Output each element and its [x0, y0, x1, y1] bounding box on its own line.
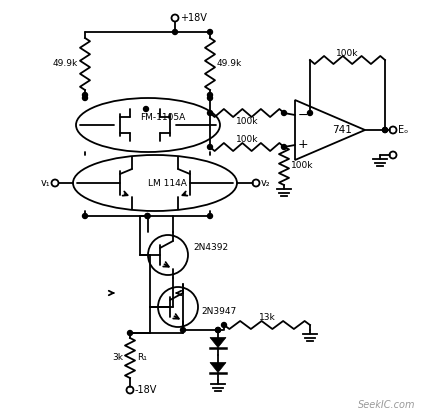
- Text: +18V: +18V: [180, 13, 207, 23]
- Text: 3k: 3k: [112, 354, 123, 362]
- Polygon shape: [210, 337, 226, 347]
- Text: R₁: R₁: [137, 354, 147, 362]
- Circle shape: [83, 95, 88, 100]
- Circle shape: [207, 145, 213, 150]
- Circle shape: [308, 110, 312, 115]
- Text: 49.9k: 49.9k: [53, 59, 78, 69]
- Text: 100k: 100k: [236, 135, 258, 145]
- Circle shape: [282, 145, 286, 150]
- Circle shape: [207, 30, 213, 35]
- Text: v₂: v₂: [261, 178, 270, 188]
- Circle shape: [216, 327, 220, 332]
- Text: −: −: [298, 109, 308, 122]
- Text: LM 114A: LM 114A: [148, 178, 187, 188]
- Circle shape: [207, 214, 213, 219]
- Circle shape: [83, 214, 88, 219]
- Text: 2N3947: 2N3947: [201, 308, 236, 316]
- Text: 49.9k: 49.9k: [217, 59, 242, 69]
- Circle shape: [382, 127, 388, 133]
- Circle shape: [207, 92, 213, 97]
- Circle shape: [143, 107, 149, 112]
- Circle shape: [216, 327, 220, 332]
- Circle shape: [127, 331, 133, 336]
- Text: 2N4392: 2N4392: [193, 242, 228, 252]
- Text: Eₒ: Eₒ: [398, 125, 408, 135]
- Circle shape: [145, 214, 150, 219]
- Circle shape: [207, 95, 213, 100]
- Text: FM-1105A: FM-1105A: [140, 112, 186, 122]
- Polygon shape: [210, 362, 226, 372]
- Circle shape: [181, 327, 185, 332]
- Text: 100k: 100k: [336, 48, 359, 58]
- Text: 100k: 100k: [291, 161, 314, 171]
- Circle shape: [172, 30, 178, 35]
- Circle shape: [222, 323, 226, 327]
- Text: 100k: 100k: [236, 117, 258, 125]
- Text: -18V: -18V: [135, 385, 157, 395]
- Circle shape: [207, 110, 213, 115]
- Circle shape: [83, 92, 88, 97]
- Text: v₁: v₁: [40, 178, 50, 188]
- Text: 741: 741: [332, 125, 352, 135]
- Text: 13k: 13k: [259, 314, 275, 323]
- Circle shape: [382, 127, 388, 133]
- Circle shape: [282, 110, 286, 115]
- Text: SeekIC.com: SeekIC.com: [358, 400, 415, 410]
- Text: +: +: [298, 138, 308, 151]
- Circle shape: [145, 214, 150, 219]
